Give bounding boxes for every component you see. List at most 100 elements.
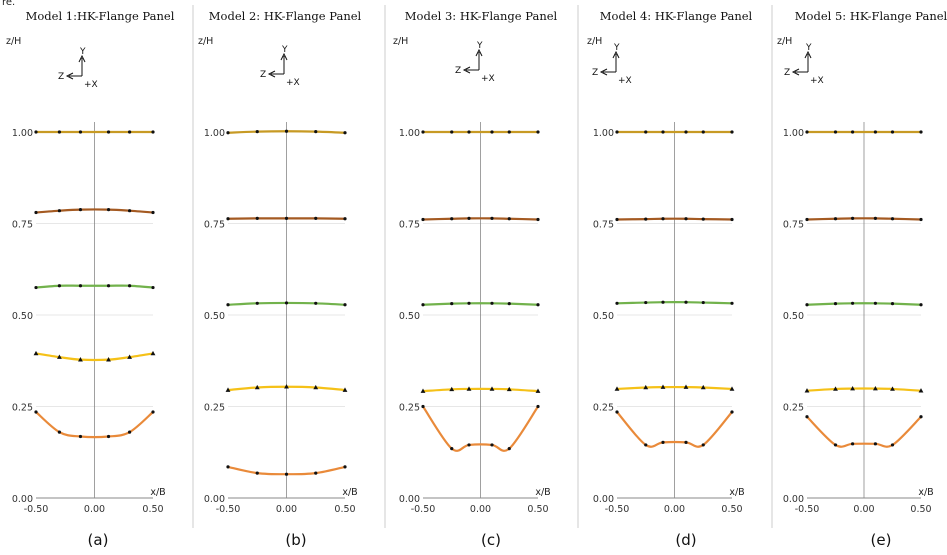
z-arrowhead xyxy=(599,68,608,76)
series-line-3 xyxy=(805,302,923,306)
data-point xyxy=(890,217,895,221)
data-point xyxy=(467,216,471,220)
y-coord-label: Y xyxy=(613,43,620,53)
data-point xyxy=(536,404,540,409)
data-point xyxy=(833,217,838,221)
x-tick-label: 0.50 xyxy=(334,504,355,515)
chart-title: Model 1:HK-Flange Panel xyxy=(26,9,175,23)
data-point xyxy=(78,130,83,134)
data-point xyxy=(106,284,111,288)
data-point xyxy=(284,216,289,220)
data-point xyxy=(150,350,156,356)
data-point xyxy=(284,384,289,389)
data-point xyxy=(490,216,494,220)
data-point xyxy=(226,465,230,469)
x-tick-label: 0.00 xyxy=(853,504,874,515)
y-axis-label: z/H xyxy=(393,36,408,47)
data-point xyxy=(507,302,511,306)
data-point xyxy=(342,387,348,392)
y-tick-label: 0.25 xyxy=(204,403,225,414)
data-point xyxy=(57,430,62,434)
x-tick-label: -0.50 xyxy=(605,504,630,515)
z-arrowhead xyxy=(267,70,276,78)
data-point xyxy=(128,209,132,213)
coordinate-axes-icon: Y Z +X xyxy=(260,45,300,88)
data-point xyxy=(919,303,923,307)
y-arrowhead xyxy=(475,48,483,57)
x-coord-label: +X xyxy=(481,74,495,84)
chart-title: Model 3: HK-Flange Panel xyxy=(405,9,558,23)
data-point xyxy=(255,216,259,220)
data-point xyxy=(918,388,924,393)
coordinate-axes-icon: Y Z +X xyxy=(592,43,632,86)
chart-panel-5: Model 5: HK-Flange Panel z/H 0.00 0.25 0.50 0… xyxy=(777,9,947,549)
data-point xyxy=(851,301,855,305)
data-point xyxy=(890,130,895,134)
data-point xyxy=(684,217,688,221)
y-axis-label: z/H xyxy=(198,36,213,47)
x-coord-label: +X xyxy=(618,76,632,86)
data-point xyxy=(450,217,454,221)
x-tick-label: -0.50 xyxy=(24,504,49,515)
series-line-1 xyxy=(615,410,734,448)
series-line-2 xyxy=(805,387,923,392)
data-point xyxy=(661,217,665,221)
data-point xyxy=(661,130,665,134)
y-tick-label: 1.00 xyxy=(399,128,420,139)
chart-panel-4: Model 4: HK-Flange Panel z/H 0.00 0.25 0.50 0… xyxy=(587,5,773,549)
data-point xyxy=(255,471,259,475)
data-point xyxy=(106,434,111,439)
series-line-3 xyxy=(421,302,540,306)
data-point xyxy=(57,284,62,288)
data-point xyxy=(873,442,878,446)
z-arrowhead xyxy=(462,66,471,74)
coordinate-axes-icon: Y Z +X xyxy=(58,47,98,90)
z-coord-label: Z xyxy=(592,68,598,78)
data-point xyxy=(850,385,855,391)
series-line-4 xyxy=(34,208,155,214)
data-point xyxy=(421,303,425,307)
data-point xyxy=(833,386,838,391)
y-tick-label: 0.25 xyxy=(399,403,420,414)
data-point xyxy=(535,388,541,393)
x-tick-label: 0.00 xyxy=(276,504,297,515)
data-point xyxy=(615,217,619,222)
data-point xyxy=(57,209,62,213)
data-point xyxy=(684,440,688,444)
panel-caption: (b) xyxy=(285,531,306,549)
x-tick-label: -0.50 xyxy=(216,504,241,515)
data-point xyxy=(254,384,260,390)
data-point xyxy=(226,303,230,307)
data-point xyxy=(660,384,666,389)
panel-caption: (d) xyxy=(675,531,696,549)
data-point xyxy=(467,130,471,134)
data-point xyxy=(805,130,809,134)
data-point xyxy=(78,284,83,288)
y-tick-label: 0.25 xyxy=(783,403,804,414)
data-point xyxy=(700,384,706,390)
data-point xyxy=(450,302,454,306)
z-coord-label: Z xyxy=(455,66,461,76)
data-point xyxy=(615,410,619,414)
data-point xyxy=(421,130,425,134)
data-point xyxy=(730,130,734,134)
panel-caption: (a) xyxy=(88,531,109,549)
data-point xyxy=(729,386,735,391)
y-tick-label: 0.50 xyxy=(593,311,614,322)
data-point xyxy=(890,386,895,391)
x-tick-label: 0.50 xyxy=(910,504,931,515)
chart-panel-3: Model 3: HK-Flange Panel z/H 0.00 0.25 0.50 0… xyxy=(393,5,579,549)
panel-caption: (e) xyxy=(871,531,892,549)
data-point xyxy=(226,131,230,135)
z-arrowhead xyxy=(65,72,74,80)
data-point xyxy=(450,446,454,451)
y-tick-label: 0.00 xyxy=(399,494,420,505)
y-coord-label: Y xyxy=(79,47,86,57)
data-point xyxy=(701,217,705,221)
data-point xyxy=(33,350,39,356)
data-point xyxy=(284,129,289,133)
data-point xyxy=(128,430,132,434)
y-tick-label: 0.50 xyxy=(204,311,225,322)
z-coord-label: Z xyxy=(260,70,266,80)
x-tick-label: 0.50 xyxy=(142,504,163,515)
